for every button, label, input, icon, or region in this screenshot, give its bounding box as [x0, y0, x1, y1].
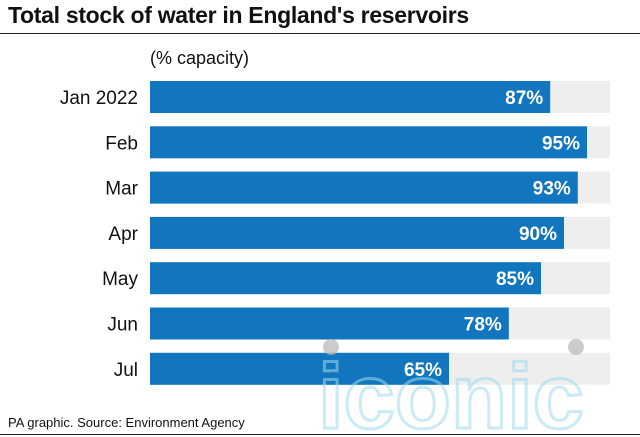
bar	[150, 307, 509, 340]
unit-label: (% capacity)	[150, 48, 250, 68]
bar	[150, 81, 551, 113]
bar	[150, 262, 541, 295]
category-label: Mar	[105, 179, 138, 200]
category-label: Feb	[105, 133, 138, 154]
source-note: PA graphic. Source: Environment Agency	[8, 415, 245, 430]
bar	[150, 171, 578, 204]
watermark-dot	[323, 339, 339, 355]
category-label: Jun	[107, 315, 138, 336]
top-rule	[0, 33, 640, 34]
data-label: 93%	[533, 179, 571, 200]
category-label: Apr	[108, 224, 138, 245]
category-label: May	[102, 269, 138, 290]
watermark-logo: iconic	[318, 346, 584, 437]
category-label: Jul	[114, 360, 138, 381]
data-label: 85%	[496, 269, 534, 290]
bottom-rule	[0, 434, 640, 435]
data-label: 78%	[464, 315, 502, 336]
bar	[150, 126, 587, 159]
data-label: 87%	[505, 88, 543, 109]
watermark-dot	[568, 339, 584, 355]
chart-title: Total stock of water in England's reserv…	[8, 2, 469, 28]
data-label: 95%	[542, 133, 580, 154]
bar	[150, 352, 449, 385]
data-label: 65%	[404, 360, 442, 381]
category-label: Jan 2022	[60, 88, 138, 109]
bar	[150, 216, 564, 249]
data-label: 90%	[519, 224, 557, 245]
